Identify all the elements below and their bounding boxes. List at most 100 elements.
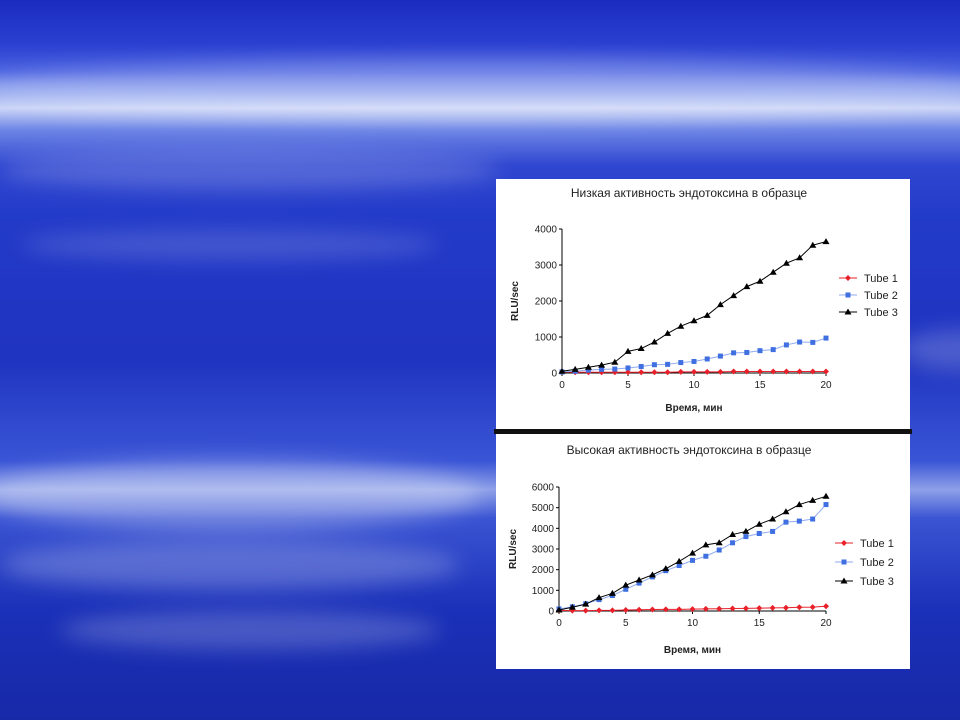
background-cloud	[20, 230, 440, 260]
y-tick-label: 3000	[532, 545, 555, 556]
data-point	[757, 368, 763, 375]
data-point	[702, 541, 710, 548]
x-tick-label: 0	[559, 380, 565, 391]
x-tick-label: 0	[556, 618, 562, 629]
data-point	[795, 501, 803, 508]
data-point	[702, 605, 709, 612]
data-point	[651, 362, 657, 368]
data-point	[743, 368, 750, 375]
legend-entry: Tube 2	[864, 290, 898, 302]
data-point	[755, 520, 763, 527]
chart-high-activity: Высокая активность эндотоксина в образце…	[508, 443, 894, 656]
data-point	[729, 605, 736, 612]
data-point	[716, 301, 724, 308]
y-axis-label: RLU/sec	[510, 281, 521, 321]
data-point	[742, 527, 750, 534]
x-tick-label: 15	[754, 380, 766, 391]
legend-marker	[845, 292, 851, 298]
y-tick-label: 1000	[535, 333, 558, 344]
data-point	[756, 531, 762, 536]
data-point	[782, 508, 790, 515]
data-point	[676, 606, 683, 613]
data-point	[636, 606, 643, 613]
data-point	[598, 361, 606, 368]
y-tick-label: 3000	[535, 261, 558, 272]
data-point	[796, 518, 802, 524]
data-point	[770, 347, 776, 353]
y-tick-label: 5000	[532, 503, 555, 514]
data-point	[625, 365, 631, 371]
background-cloud	[0, 540, 460, 590]
y-tick-label: 4000	[535, 225, 558, 236]
data-point	[677, 368, 684, 375]
data-point	[823, 502, 829, 508]
data-point	[717, 353, 723, 359]
data-point	[690, 557, 695, 563]
chart-panel-high-activity: Высокая активность эндотоксина в образце…	[496, 434, 910, 669]
data-point	[809, 496, 817, 503]
data-point	[582, 600, 590, 607]
y-tick-label: 4000	[532, 524, 555, 535]
data-point	[716, 605, 723, 612]
data-point	[611, 358, 619, 365]
data-point	[664, 369, 671, 376]
data-point	[675, 557, 683, 564]
data-point	[608, 589, 616, 596]
data-point	[625, 369, 631, 376]
data-point	[783, 368, 790, 375]
legend-entry: Tube 3	[860, 576, 894, 588]
data-point	[558, 367, 566, 374]
data-point	[703, 553, 709, 559]
data-point	[623, 586, 629, 592]
data-point	[664, 329, 672, 336]
data-point	[662, 606, 669, 613]
data-point	[568, 603, 576, 610]
data-point	[782, 259, 790, 266]
data-point	[809, 368, 816, 375]
data-point	[796, 254, 804, 261]
data-point	[555, 606, 563, 613]
background-cloud	[0, 60, 960, 120]
chart-title: Высокая активность эндотоксина в образце	[567, 443, 812, 457]
chart-panel-low-activity: Низкая активность эндотоксина в образце 0…	[496, 179, 910, 429]
data-point	[770, 368, 777, 375]
data-point	[731, 350, 737, 356]
x-tick-label: 15	[754, 618, 766, 629]
legend-marker	[840, 577, 848, 584]
data-point	[822, 492, 830, 499]
data-point	[635, 576, 643, 583]
data-point	[730, 292, 738, 299]
data-point	[823, 603, 829, 610]
data-point	[756, 277, 764, 284]
data-point	[585, 367, 591, 373]
data-point	[729, 531, 737, 538]
data-point	[691, 368, 697, 375]
y-tick-label: 0	[548, 607, 554, 618]
data-point	[715, 539, 723, 546]
data-point	[662, 565, 670, 572]
data-point	[595, 594, 603, 601]
data-point	[596, 607, 603, 614]
data-point	[637, 345, 645, 352]
data-point	[809, 241, 817, 248]
data-point	[716, 547, 722, 553]
x-tick-label: 20	[820, 618, 832, 629]
data-point	[744, 349, 750, 355]
data-point	[757, 348, 763, 354]
data-point	[622, 606, 629, 613]
y-tick-label: 1000	[532, 586, 555, 597]
data-point	[622, 581, 630, 588]
data-point	[769, 268, 777, 275]
data-point	[638, 364, 644, 370]
data-point	[704, 356, 710, 362]
data-point	[796, 368, 803, 375]
data-point	[796, 604, 803, 611]
x-tick-label: 20	[820, 380, 832, 391]
legend-entry: Tube 1	[864, 273, 898, 285]
data-point	[703, 311, 711, 318]
background-cloud	[0, 150, 500, 190]
data-point	[822, 238, 830, 245]
data-point	[624, 347, 632, 354]
data-point	[650, 338, 658, 345]
